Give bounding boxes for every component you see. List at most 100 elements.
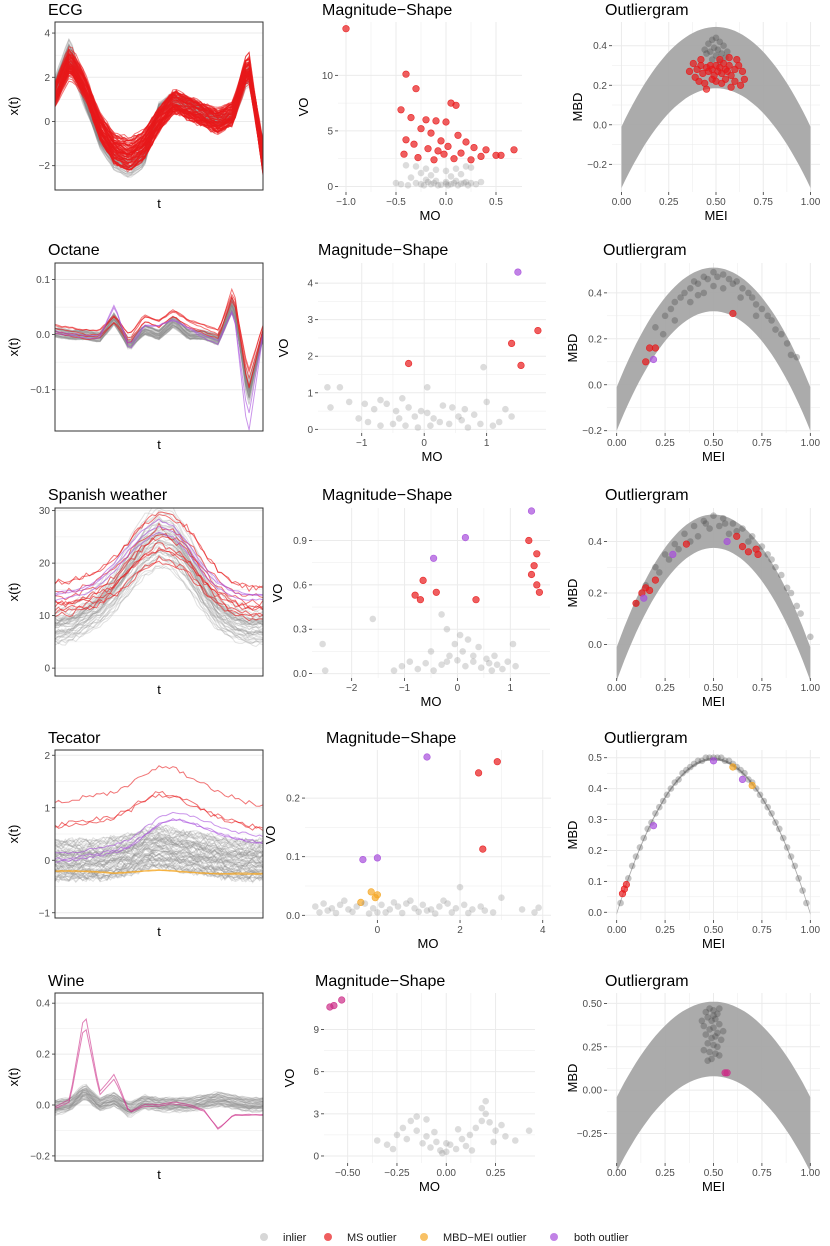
octane-ms-ytick-label: 1 — [307, 388, 313, 399]
ms-point-ms_outlier — [467, 156, 475, 164]
octane-curves-ytick-label: −0.1 — [30, 385, 50, 396]
og-point-inlier — [733, 527, 740, 535]
ms-point-both_outlier — [514, 268, 522, 276]
curve-inlier — [55, 566, 263, 648]
og-point-ms_outlier — [718, 79, 726, 87]
tecator-ms-xtick-label: 2 — [457, 925, 463, 936]
wine-ms-xlabel: MO — [419, 1179, 440, 1194]
ms-point-inlier — [364, 418, 372, 426]
ms-point-inlier — [377, 396, 384, 404]
tecator-curves-ylabel: x(t) — [6, 825, 21, 844]
ms-point-inlier — [319, 640, 326, 648]
ms-point-both_outlier_wine — [326, 1003, 334, 1011]
weather-ms-ytick-label: 0.0 — [293, 669, 307, 680]
og-point-inlier — [716, 1020, 723, 1028]
curve-inlier — [55, 554, 263, 640]
og-point-inlier — [652, 324, 659, 331]
ms-point-inlier — [499, 665, 506, 673]
ms-point-inlier — [502, 405, 509, 413]
curve-inlier — [55, 862, 263, 883]
curve-inlier — [55, 833, 263, 855]
curve-inlier — [55, 1097, 263, 1114]
curve-inlier — [55, 1091, 263, 1111]
curve-inlier — [55, 825, 263, 846]
og-point-inlier — [772, 563, 779, 571]
og-point-inlier — [729, 520, 737, 527]
ms-point-inlier — [427, 180, 435, 188]
curve-inlier — [55, 529, 263, 629]
octane-og-xtick-label: 0.00 — [607, 438, 627, 449]
ms-point-inlier — [460, 179, 468, 187]
ms-point-inlier — [454, 1126, 462, 1133]
ms-point-inlier — [417, 169, 425, 177]
ms-point-inlier — [486, 1119, 493, 1126]
curve-inlier — [55, 1099, 263, 1117]
ms-point-inlier — [452, 165, 460, 172]
tecator-ms-ytick-label: 0.2 — [286, 794, 300, 805]
curve-inlier — [55, 508, 263, 610]
og-point-ms_outlier — [733, 55, 741, 64]
ms-point-inlier — [336, 901, 344, 909]
og-point-inlier — [690, 760, 698, 768]
og-point-inlier — [721, 520, 729, 527]
ms-point-inlier — [456, 883, 464, 891]
ms-point-inlier — [427, 422, 434, 430]
ms-point-ms_outlier — [405, 359, 413, 368]
weather-curves-frame — [54, 507, 264, 677]
ecg-og-xlabel: MEI — [704, 208, 727, 223]
og-point-inlier — [714, 1043, 721, 1051]
ms-point-inlier — [398, 909, 406, 917]
og-point-inlier — [705, 40, 712, 47]
ms-point-ms_outlier — [402, 136, 410, 144]
ms-point-inlier — [417, 180, 425, 188]
ms-point-inlier — [424, 409, 431, 417]
ecg-ms-xtick-label: 0.0 — [439, 197, 453, 208]
curve-inlier — [55, 563, 263, 645]
og-point-inlier — [706, 525, 713, 532]
og-point-inlier — [690, 522, 698, 530]
curve-inlier — [55, 863, 263, 884]
curve-mbd_mei_outlier — [55, 869, 263, 875]
curve-inlier — [55, 565, 263, 645]
og-point-inlier — [756, 791, 764, 799]
og-point-inlier — [708, 36, 716, 44]
og-point-inlier — [799, 887, 806, 894]
ecg-curves-lines — [55, 37, 263, 178]
wine-curves-plot-bg — [55, 993, 263, 1161]
curve-inlier — [55, 843, 263, 865]
ms-point-inlier — [321, 667, 329, 674]
ms-point-inlier — [483, 655, 490, 663]
og-point-inlier — [710, 268, 717, 276]
curve-inlier — [55, 1090, 263, 1105]
ms-point-ms_outlier — [442, 118, 450, 126]
ms-point-inlier — [535, 904, 542, 911]
curve-inlier — [55, 1096, 263, 1114]
og-point-ms_outlier — [725, 53, 733, 62]
curve-inlier — [55, 829, 263, 850]
curve-inlier — [55, 1094, 263, 1112]
ms-point-inlier — [398, 662, 406, 670]
og-point-inlier — [714, 1029, 721, 1037]
og-point-inlier — [719, 271, 727, 278]
ms-point-inlier — [447, 180, 455, 188]
ms-point-inlier — [316, 909, 323, 916]
og-point-both_outlier — [649, 355, 658, 364]
ms-point-inlier — [424, 178, 432, 186]
ecg-ms-plot-bg — [338, 22, 522, 192]
og-point-inlier — [737, 766, 744, 774]
ms-point-inlier — [452, 1145, 460, 1153]
ms-point-ms_outlier — [432, 588, 440, 596]
ms-point-inlier — [397, 180, 405, 188]
ms-point-inlier — [462, 178, 470, 186]
tecator-og-ytick-label: 0.0 — [588, 908, 602, 919]
ecg-curves-ytick-label: −2 — [39, 161, 51, 172]
weather-og-xtick-label: 1.00 — [801, 683, 821, 694]
ms-point-inlier — [361, 400, 369, 408]
og-point-inlier — [702, 1008, 710, 1016]
octane-og-xtick-label: 0.25 — [655, 438, 675, 449]
wine-ms-ylabel: VO — [282, 1069, 297, 1088]
og-point-inlier — [716, 38, 724, 46]
ms-point-inlier — [432, 166, 440, 174]
ms-point-inlier — [456, 631, 464, 639]
ms-point-ms_outlier — [397, 106, 405, 114]
